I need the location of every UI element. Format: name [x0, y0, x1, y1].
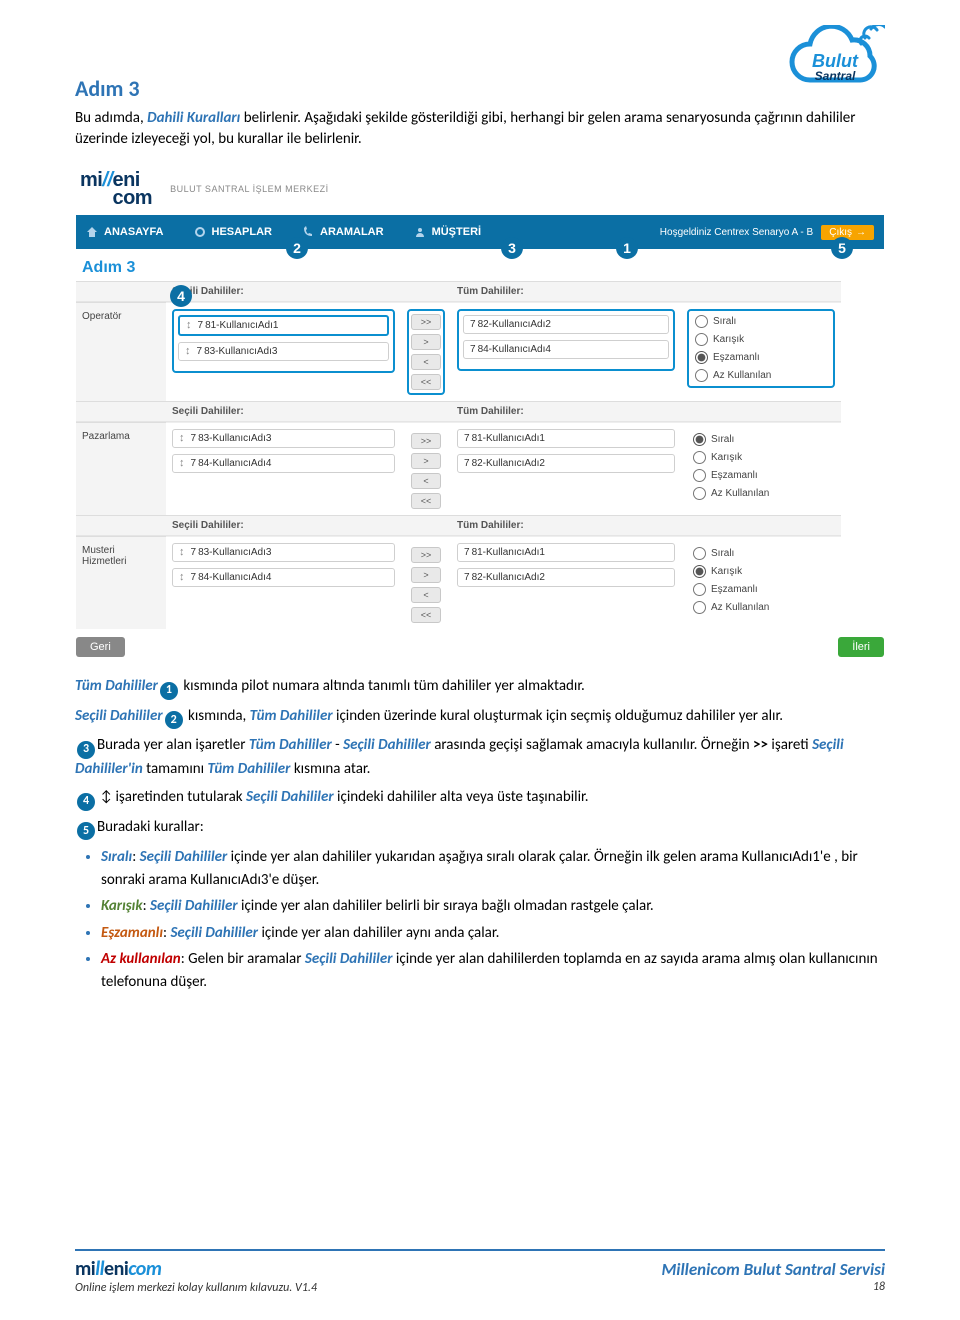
extension-item[interactable]: 782-KullanıcıAdı2	[457, 568, 675, 587]
explanation-block: Tüm Dahililer1 kısmında pilot numara alt…	[75, 676, 885, 993]
marker-2: 2	[286, 237, 308, 259]
transfer-button[interactable]: >>	[411, 314, 441, 330]
footer-service: Millenicom Bulut Santral Servisi	[661, 1259, 885, 1280]
logout-button[interactable]: Çıkış→	[821, 225, 874, 240]
marker-4: 4	[170, 285, 192, 307]
transfer-button[interactable]: <	[411, 473, 441, 489]
tum-header: Tüm Dahililer:	[451, 515, 681, 536]
rule-radio[interactable]: Az Kullanılan	[693, 601, 829, 614]
group-label: Operatör	[76, 302, 166, 401]
drag-icon[interactable]: ↕	[185, 346, 191, 357]
extension-item[interactable]: 781-KullanıcıAdı1	[457, 429, 675, 448]
rule-radio[interactable]: Eşzamanlı	[693, 469, 829, 482]
home-icon	[86, 226, 98, 238]
transfer-button[interactable]: <	[411, 354, 441, 370]
users-icon	[414, 226, 426, 238]
nav-anasayfa[interactable]: ANASAYFA	[86, 226, 164, 238]
extension-item[interactable]: 782-KullanıcıAdı2	[463, 315, 669, 334]
extension-item[interactable]: 782-KullanıcıAdı2	[457, 454, 675, 473]
gear-icon	[194, 226, 206, 238]
updown-icon: ↕	[100, 788, 112, 806]
rule-radio[interactable]: Az Kullanılan	[695, 369, 827, 382]
cloud-logo: Bulut Santral	[785, 25, 885, 100]
transfer-button[interactable]: >	[411, 567, 441, 583]
next-button[interactable]: İleri	[838, 637, 884, 657]
transfer-button[interactable]: >>	[411, 433, 441, 449]
tum-header: Tüm Dahililer:	[451, 401, 681, 422]
transfer-button[interactable]: <<	[411, 493, 441, 509]
extension-item[interactable]: ↕783-KullanıcıAdı3	[178, 342, 389, 361]
marker-3: 3	[501, 237, 523, 259]
screenshot-panel: 2 3 1 5 4 mi//eni mi//com BULUT SANTRAL …	[75, 164, 885, 658]
navbar: ANASAYFA HESAPLAR ARAMALAR MÜŞTERİ Hoşge…	[76, 215, 884, 249]
rule-radio[interactable]: Karışık	[693, 565, 829, 578]
rule-radio[interactable]: Sıralı	[693, 433, 829, 446]
drag-icon[interactable]: ↕	[179, 572, 185, 583]
drag-icon[interactable]: ↕	[186, 320, 192, 331]
extension-item[interactable]: ↕784-KullanıcıAdı4	[172, 568, 395, 587]
nav-aramalar[interactable]: ARAMALAR	[302, 226, 384, 238]
extension-item[interactable]: ↕783-KullanıcıAdı3	[172, 429, 395, 448]
transfer-button[interactable]: >	[411, 334, 441, 350]
drag-icon[interactable]: ↕	[179, 458, 185, 469]
svg-text:Santral: Santral	[815, 69, 856, 83]
transfer-button[interactable]: <<	[411, 607, 441, 623]
group-label: Musteri Hizmetleri	[76, 536, 166, 629]
transfer-button[interactable]: >>	[411, 547, 441, 563]
extension-item[interactable]: ↕784-KullanıcıAdı4	[172, 454, 395, 473]
rule-radio[interactable]: Karışık	[693, 451, 829, 464]
rule-radio[interactable]: Sıralı	[695, 315, 827, 328]
extension-item[interactable]: 781-KullanıcıAdı1	[457, 543, 675, 562]
secili-header: Seçili Dahililer:	[166, 281, 401, 302]
rule-radio[interactable]: Az Kullanılan	[693, 487, 829, 500]
rule-radio[interactable]: Karışık	[695, 333, 827, 346]
marker-5: 5	[831, 237, 853, 259]
extension-item[interactable]: 784-KullanıcıAdı4	[463, 340, 669, 359]
intro-paragraph: Bu adımda, Dahili Kuralları belirlenir. …	[75, 108, 885, 150]
arrow-right-icon: →	[856, 227, 866, 238]
rule-radio[interactable]: Eşzamanlı	[695, 351, 827, 364]
nav-hesaplar[interactable]: HESAPLAR	[194, 226, 273, 238]
transfer-button[interactable]: >	[411, 453, 441, 469]
step-heading: Adım 3	[75, 75, 885, 102]
tum-header: Tüm Dahililer:	[451, 281, 681, 302]
brand-subtitle: BULUT SANTRAL İŞLEM MERKEZİ	[170, 184, 329, 194]
rule-radio[interactable]: Eşzamanlı	[693, 583, 829, 596]
group-label: Pazarlama	[76, 422, 166, 515]
welcome-text: Hoşgeldiniz Centrex Senaryo A - B	[660, 227, 813, 238]
nav-musteri[interactable]: MÜŞTERİ	[414, 226, 482, 238]
transfer-button[interactable]: <<	[411, 374, 441, 390]
transfer-button[interactable]: <	[411, 587, 441, 603]
shot-step-label: Adım 3	[82, 259, 884, 277]
drag-icon[interactable]: ↕	[179, 547, 185, 558]
back-button[interactable]: Geri	[76, 637, 125, 657]
page-number: 18	[873, 1280, 885, 1294]
svg-text:Bulut: Bulut	[812, 51, 859, 71]
secili-header: Seçili Dahililer:	[166, 515, 401, 536]
rule-radio[interactable]: Sıralı	[693, 547, 829, 560]
footer-logo: millenicom	[75, 1257, 317, 1281]
marker-1: 1	[616, 237, 638, 259]
secili-header: Seçili Dahililer:	[166, 401, 401, 422]
millenicom-logo: mi//eni mi//com	[80, 171, 152, 207]
extension-item[interactable]: ↕783-KullanıcıAdı3	[172, 543, 395, 562]
drag-icon[interactable]: ↕	[179, 433, 185, 444]
phone-icon	[302, 226, 314, 238]
extension-item[interactable]: ↕781-KullanıcıAdı1	[178, 315, 389, 336]
page-footer: millenicom Online işlem merkezi kolay ku…	[75, 1249, 885, 1295]
